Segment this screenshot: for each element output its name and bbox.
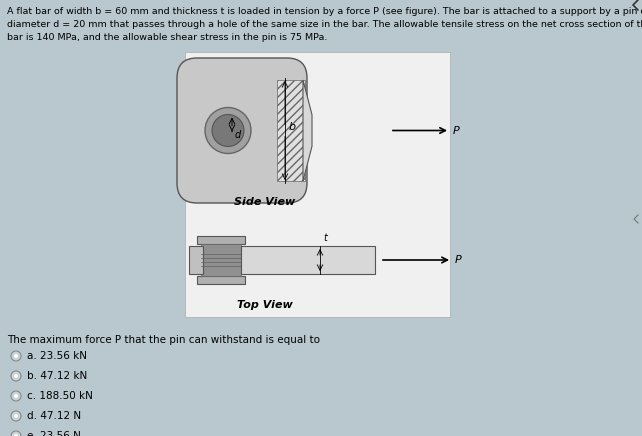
Bar: [201, 244, 241, 276]
Text: Top View: Top View: [237, 300, 293, 310]
Text: Side View: Side View: [234, 197, 295, 207]
Text: d: d: [235, 129, 241, 140]
FancyBboxPatch shape: [177, 58, 307, 203]
Bar: [189, 246, 203, 274]
Bar: [241, 246, 375, 274]
Circle shape: [11, 371, 21, 381]
Circle shape: [212, 115, 244, 146]
Text: P: P: [453, 126, 460, 136]
Bar: [277, 80, 305, 181]
Circle shape: [14, 434, 18, 436]
Text: bar is 140 MPa, and the allowable shear stress in the pin is 75 MPa.: bar is 140 MPa, and the allowable shear …: [7, 33, 327, 42]
Circle shape: [11, 391, 21, 401]
Circle shape: [14, 394, 18, 398]
Circle shape: [11, 431, 21, 436]
Text: The maximum force P that the pin can withstand is equal to: The maximum force P that the pin can wit…: [7, 335, 320, 345]
Text: t: t: [323, 233, 327, 243]
Circle shape: [14, 354, 18, 358]
Polygon shape: [303, 80, 312, 181]
Text: A flat bar of width b = 60 mm and thickness t is loaded in tension by a force P : A flat bar of width b = 60 mm and thickn…: [7, 7, 642, 16]
Bar: [197, 276, 245, 284]
Circle shape: [11, 411, 21, 421]
Bar: [185, 52, 450, 317]
Text: b: b: [289, 122, 296, 132]
Circle shape: [205, 108, 251, 153]
Text: c. 188.50 kN: c. 188.50 kN: [27, 391, 93, 401]
Circle shape: [14, 374, 18, 378]
Text: P: P: [455, 255, 462, 265]
Text: a. 23.56 kN: a. 23.56 kN: [27, 351, 87, 361]
Text: e. 23.56 N: e. 23.56 N: [27, 431, 81, 436]
Bar: [197, 236, 245, 244]
Circle shape: [14, 414, 18, 418]
Text: b. 47.12 kN: b. 47.12 kN: [27, 371, 87, 381]
Circle shape: [11, 351, 21, 361]
Text: diameter d = 20 mm that passes through a hole of the same size in the bar. The a: diameter d = 20 mm that passes through a…: [7, 20, 642, 29]
Text: d. 47.12 N: d. 47.12 N: [27, 411, 81, 421]
